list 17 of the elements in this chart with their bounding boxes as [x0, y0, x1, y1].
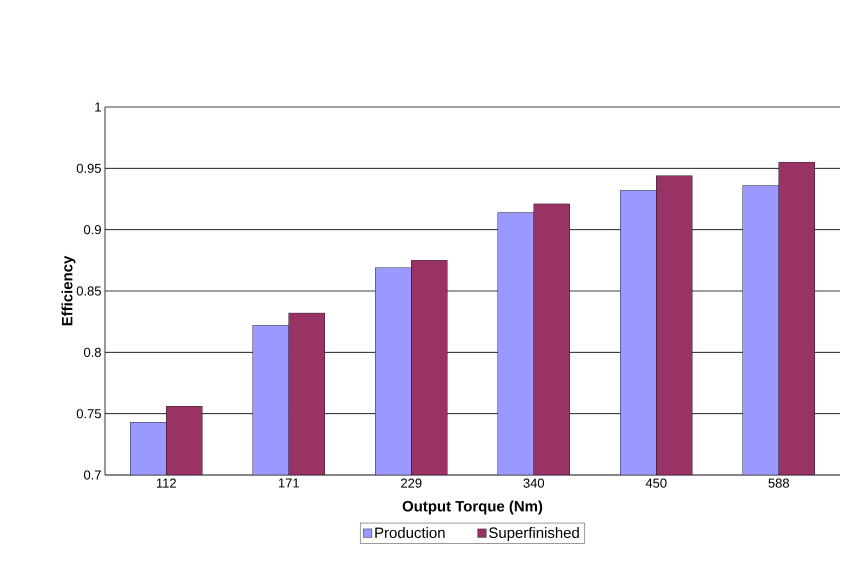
x-tick-label: 112 [156, 478, 176, 488]
x-tick-label: 171 [278, 478, 299, 488]
y-tick-label: 0.8 [84, 348, 101, 357]
x-tick-label: 450 [646, 478, 667, 488]
x-tick-label: 229 [401, 478, 422, 488]
y-tick-label: 0.75 [76, 409, 101, 418]
y-axis-title: Efficiency [62, 256, 76, 326]
x-axis-title: Output Torque (Nm) [402, 500, 542, 514]
legend-label: Production [375, 527, 445, 538]
x-tick-label: 340 [523, 478, 544, 488]
y-tick-label: 0.85 [76, 286, 101, 296]
y-tick-label: 0.9 [84, 225, 101, 234]
y-tick-label: 0.7 [84, 470, 101, 480]
y-tick-label: 1 [95, 102, 101, 112]
x-tick-label: 588 [768, 478, 789, 488]
legend-label: Superfinished [489, 527, 579, 541]
y-tick-label: 0.95 [76, 164, 101, 173]
